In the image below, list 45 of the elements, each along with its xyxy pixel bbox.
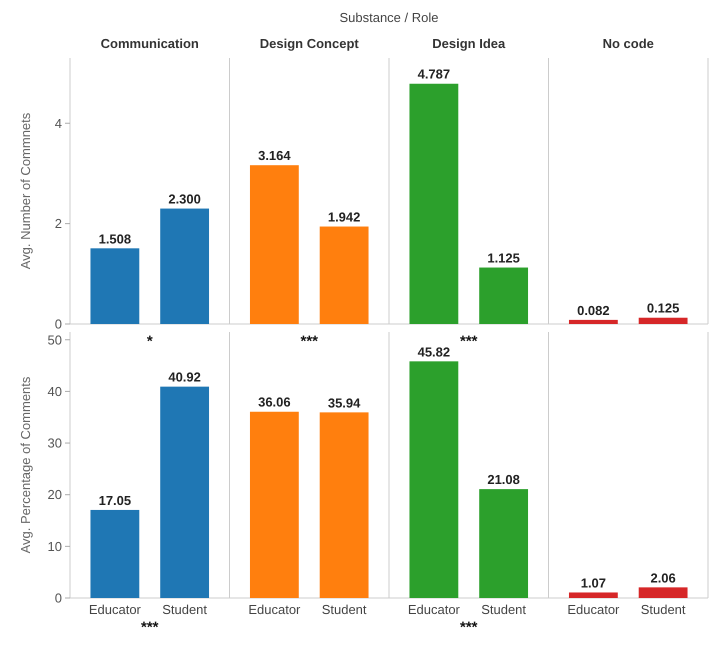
data-label: 17.05 <box>98 492 132 508</box>
data-label: 1.125 <box>487 250 520 266</box>
data-label: 4.787 <box>418 66 450 82</box>
y-tick-label: 30 <box>48 436 62 451</box>
data-label: 45.82 <box>418 344 450 360</box>
x-tick-label: Educator <box>88 602 142 617</box>
x-tick-label: Student <box>322 602 367 617</box>
text: Communication <box>100 36 199 51</box>
text: Design Idea <box>432 36 506 51</box>
x-tick-label: Educator <box>408 602 461 617</box>
x-tick-label: Student <box>640 602 686 617</box>
y-axis-title: Avg. Number of Commnets <box>18 112 33 270</box>
y-tick-label: 0 <box>54 316 62 332</box>
data-label: 2.300 <box>168 192 201 207</box>
x-tick-label: Student <box>162 602 208 617</box>
y-tick-label: 50 <box>48 332 62 348</box>
data-label: 35.94 <box>328 395 362 410</box>
y-tick-label: 4 <box>54 116 62 131</box>
x-tick-label: Educator <box>567 602 620 617</box>
y-tick-label: 40 <box>48 384 62 399</box>
x-tick-label: Student <box>481 602 526 617</box>
data-label: 1.942 <box>328 210 360 225</box>
y-tick-label: 0 <box>54 590 62 606</box>
data-label: 3.164 <box>258 148 292 164</box>
text: *** <box>140 619 159 636</box>
text: *** <box>460 619 478 636</box>
data-label: 21.08 <box>487 472 520 488</box>
data-label: 40.92 <box>168 370 201 385</box>
y-tick-label: 2 <box>54 216 62 232</box>
annotation: * <box>146 333 153 350</box>
data-label: 0.125 <box>646 300 680 316</box>
y-tick-label: 10 <box>48 538 62 554</box>
text: No code <box>602 36 654 51</box>
data-label: 1.508 <box>98 231 132 246</box>
annotation: *** <box>300 333 318 350</box>
data-label: 2.06 <box>650 570 676 586</box>
x-tick-label: Educator <box>248 602 302 617</box>
data-label: 0.082 <box>577 302 610 318</box>
text: Design Concept <box>260 36 360 51</box>
data-label: 1.07 <box>580 575 606 590</box>
y-axis-title: Avg. Percentage of Comments <box>18 376 33 554</box>
data-label: 36.06 <box>258 394 291 410</box>
annotation: *** <box>460 333 478 350</box>
text: Substance / Role <box>339 10 439 25</box>
y-tick-label: 20 <box>48 487 62 502</box>
